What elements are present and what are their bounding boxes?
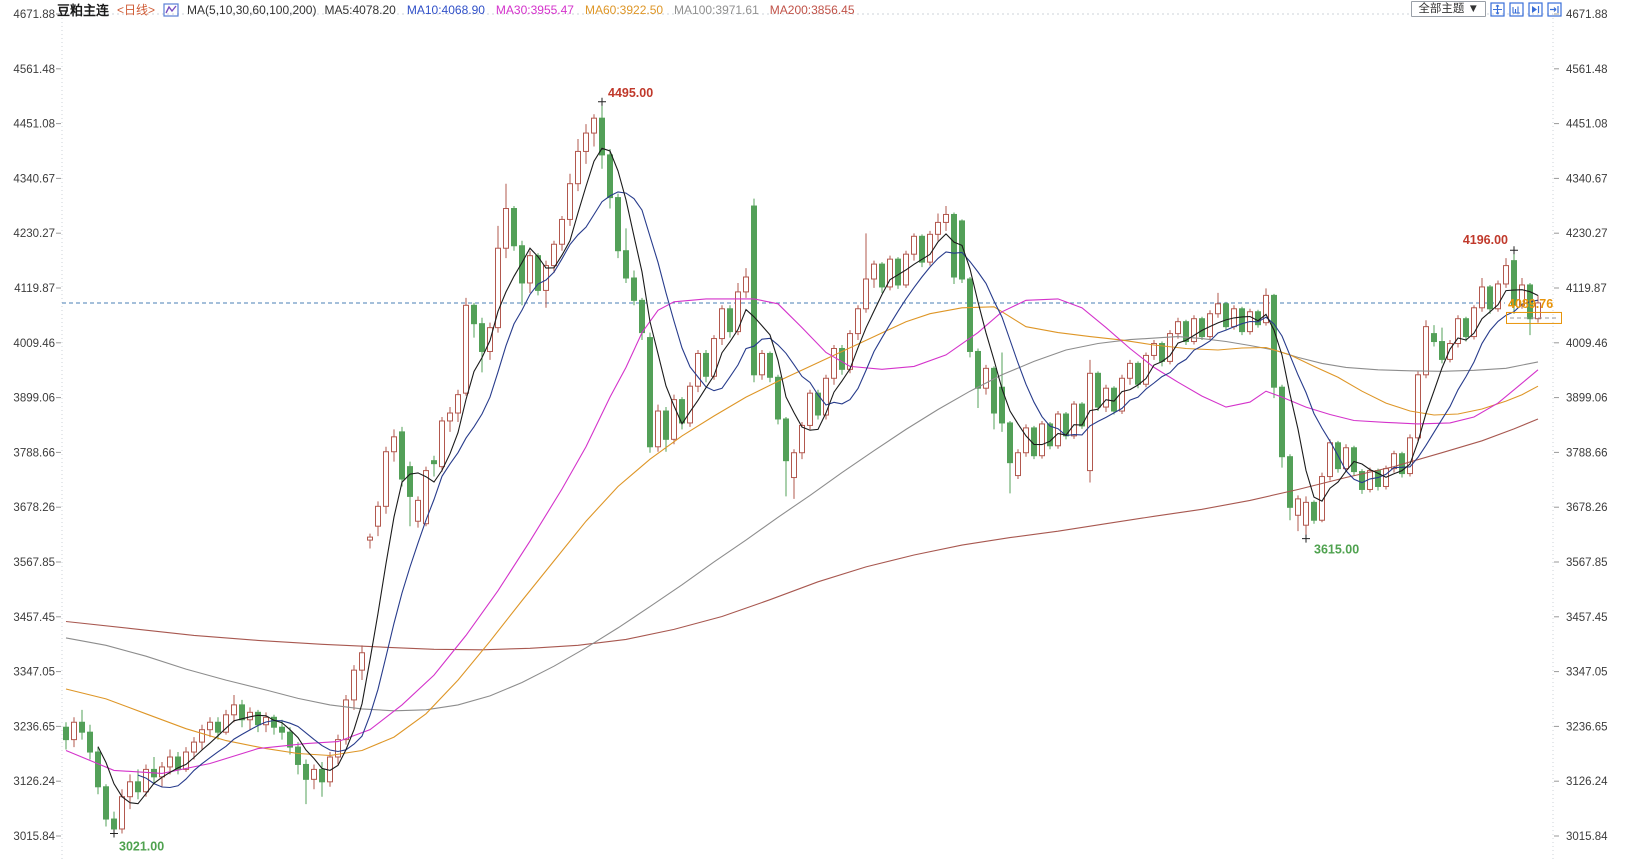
svg-text:4119.87: 4119.87 xyxy=(14,283,55,295)
extreme-marker xyxy=(598,97,606,106)
ma-line-ma60 xyxy=(65,306,1539,757)
svg-text:4671.88: 4671.88 xyxy=(1566,9,1608,21)
svg-text:3788.66: 3788.66 xyxy=(1566,447,1608,459)
svg-text:3457.45: 3457.45 xyxy=(1566,612,1608,624)
ma-value: MA100:3971.61 xyxy=(674,2,759,17)
ma-line-ma100 xyxy=(65,336,1539,712)
extreme-marker xyxy=(110,829,118,838)
svg-text:3678.26: 3678.26 xyxy=(1566,502,1608,514)
ma-value: MA200:3856.45 xyxy=(769,2,855,17)
svg-text:4340.67: 4340.67 xyxy=(1566,173,1608,185)
svg-text:3567.85: 3567.85 xyxy=(1566,557,1608,569)
svg-text:4451.08: 4451.08 xyxy=(13,119,55,131)
ma-line-ma200 xyxy=(65,418,1539,651)
svg-text:4009.46: 4009.46 xyxy=(1566,338,1608,350)
svg-text:4230.27: 4230.27 xyxy=(13,228,55,240)
chart-toolbar: 全部主题 ▼ xyxy=(1411,1,1562,17)
ma-value: MA5:4078.20 xyxy=(324,2,396,17)
ma-value: MA30:3955.47 xyxy=(495,2,574,17)
svg-text:3126.24: 3126.24 xyxy=(13,776,55,788)
svg-text:4340.67: 4340.67 xyxy=(13,173,55,185)
extreme-price-label: 3021.00 xyxy=(119,839,164,853)
svg-text:3457.45: 3457.45 xyxy=(13,612,55,624)
step-forward-icon[interactable] xyxy=(1528,1,1543,17)
candles xyxy=(63,101,1541,834)
svg-text:3236.65: 3236.65 xyxy=(1566,721,1608,733)
annotations: 4495.00 4196.00 3615.00 3021.00 xyxy=(110,86,1518,853)
y-axis-labels: 4671.88 4671.88 4561.48 4561.48 4451.08 4451.… xyxy=(13,9,1608,843)
extreme-price-label: 3615.00 xyxy=(1314,543,1359,557)
svg-text:3015.84: 3015.84 xyxy=(13,831,55,843)
jump-to-latest-icon[interactable] xyxy=(1547,1,1562,17)
ma-line-ma5 xyxy=(97,147,1539,805)
svg-text:4119.87: 4119.87 xyxy=(1566,283,1607,295)
svg-text:4230.27: 4230.27 xyxy=(1566,228,1608,240)
extreme-price-label: 4196.00 xyxy=(1463,233,1508,247)
theme-dropdown-button[interactable]: 全部主题 ▼ xyxy=(1411,1,1486,17)
svg-text:3015.84: 3015.84 xyxy=(1566,831,1608,843)
ma-group-label: MA(5,10,30,60,100,200) xyxy=(187,2,317,17)
extreme-marker xyxy=(1302,534,1310,543)
ma-line-ma10 xyxy=(137,191,1539,789)
extreme-marker xyxy=(1510,246,1518,255)
svg-text:3236.65: 3236.65 xyxy=(13,721,55,733)
svg-text:4009.46: 4009.46 xyxy=(13,338,55,350)
ma-values: MA5:4078.20 MA10:4068.90 MA30:3955.47 MA60:… xyxy=(324,3,865,17)
svg-text:3567.85: 3567.85 xyxy=(13,557,55,569)
extreme-price-label: 4495.00 xyxy=(608,86,653,100)
svg-text:3899.06: 3899.06 xyxy=(13,393,55,405)
fit-chart-icon[interactable] xyxy=(1509,1,1524,17)
svg-text:4451.08: 4451.08 xyxy=(1566,119,1608,131)
pan-crosshair-icon[interactable] xyxy=(1490,1,1505,17)
ma-lines xyxy=(65,147,1539,805)
ma-line-ma30 xyxy=(65,298,1539,774)
current-price-tag: 4089.76 xyxy=(1506,297,1562,324)
grid xyxy=(61,13,1554,860)
chart-header: 豆粕主连 <日线> MA(5,10,30,60,100,200) MA5:407… xyxy=(57,1,866,19)
svg-text:4561.48: 4561.48 xyxy=(1566,64,1608,76)
svg-text:3678.26: 3678.26 xyxy=(13,502,55,514)
svg-text:4671.88: 4671.88 xyxy=(13,9,55,21)
period-label[interactable]: <日线> xyxy=(117,3,156,17)
svg-text:3788.66: 3788.66 xyxy=(13,447,55,459)
svg-text:3347.05: 3347.05 xyxy=(1566,667,1608,679)
svg-text:4089.76: 4089.76 xyxy=(1508,297,1553,311)
svg-text:3126.24: 3126.24 xyxy=(1566,776,1608,788)
svg-text:3899.06: 3899.06 xyxy=(1566,393,1608,405)
svg-text:3347.05: 3347.05 xyxy=(13,667,55,679)
ma-value: MA10:4068.90 xyxy=(406,2,485,17)
symbol-name[interactable]: 豆粕主连 xyxy=(57,3,110,18)
ma-indicator-icon[interactable] xyxy=(163,2,179,17)
svg-text:4561.48: 4561.48 xyxy=(13,64,55,76)
ma-value: MA60:3922.50 xyxy=(584,2,664,17)
